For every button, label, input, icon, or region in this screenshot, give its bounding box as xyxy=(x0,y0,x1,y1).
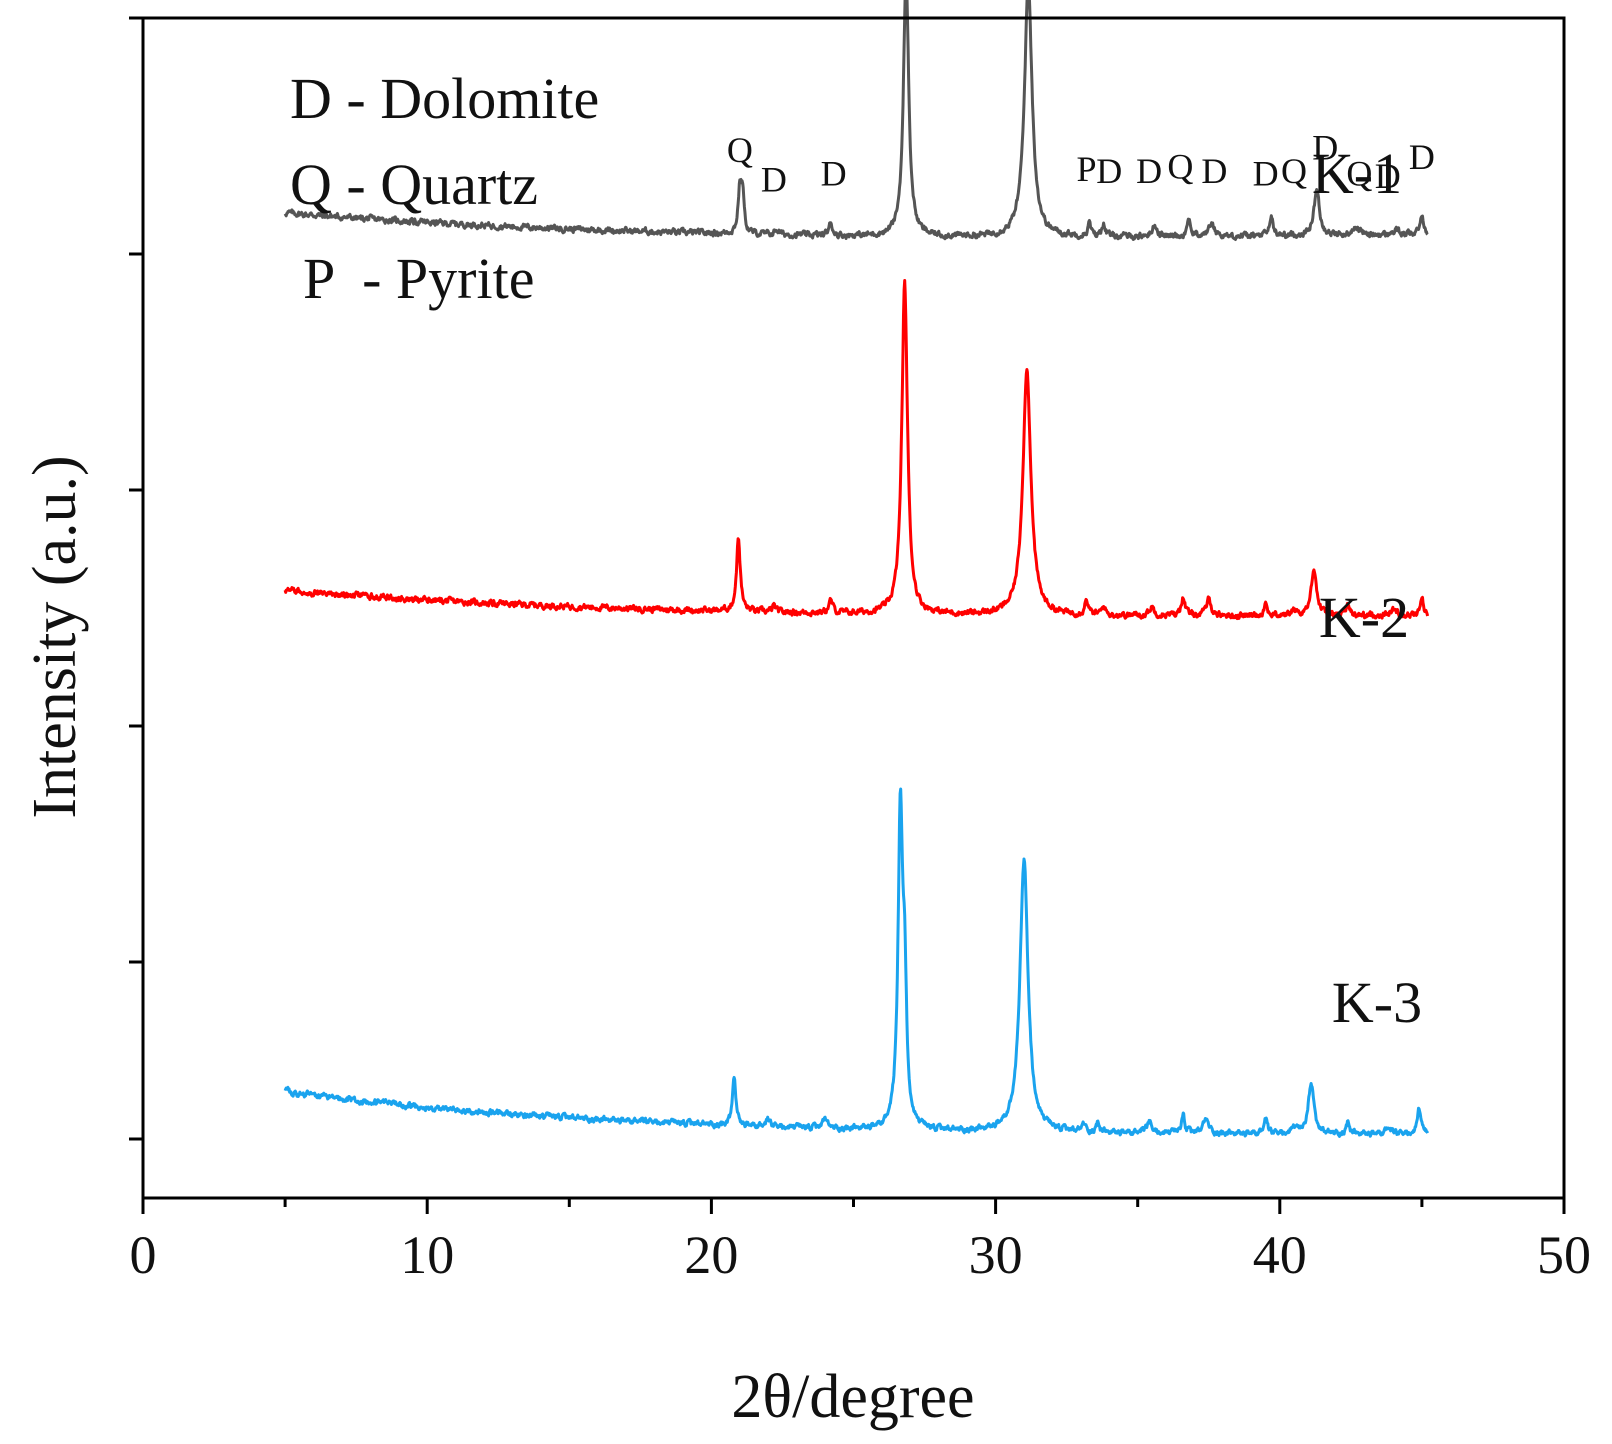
y-axis-ticks xyxy=(129,16,143,1141)
label-k2: K-2 xyxy=(1319,585,1409,650)
x-tick-label: 30 xyxy=(969,1225,1023,1285)
x-tick-label: 50 xyxy=(1537,1225,1591,1285)
legend-dolomite: D - Dolomite xyxy=(290,66,599,131)
series-line-k-1 xyxy=(283,0,1429,241)
series-line-k-3 xyxy=(283,787,1429,1138)
peak-annotation: D xyxy=(1409,137,1435,177)
peak-annotation: D xyxy=(1312,128,1338,168)
legend-pyrite: P - Pyrite xyxy=(303,246,534,311)
legend: D - Dolomite Q - Quartz P - Pyrite xyxy=(290,66,599,311)
y-axis-title: Intensity (a.u.) xyxy=(21,455,89,818)
peak-annotation: Q xyxy=(727,130,753,170)
series-line-k-2 xyxy=(283,279,1430,621)
peak-annotation: Q xyxy=(1281,151,1307,191)
x-axis-title: 2θ/degree xyxy=(731,1363,974,1431)
x-tick-label: 20 xyxy=(684,1225,738,1285)
x-tick-label: 40 xyxy=(1253,1225,1307,1285)
series-layer xyxy=(283,0,1430,1138)
sample-labels: K-1 K-2 K-3 xyxy=(1312,141,1422,1035)
peak-annotation: D xyxy=(761,159,787,199)
x-axis-ticks: 0 10 20 30 40 50 xyxy=(130,1198,1591,1285)
label-k1: K-1 xyxy=(1312,141,1402,206)
peak-annotation-layer: QDDQDPDDQDDQDQDD xyxy=(727,128,1435,200)
label-k3: K-3 xyxy=(1332,970,1422,1035)
legend-quartz: Q - Quartz xyxy=(290,152,538,217)
x-tick-label: 0 xyxy=(130,1225,157,1285)
x-tick-label: 10 xyxy=(400,1225,454,1285)
peak-annotation: Q xyxy=(1346,154,1372,194)
peak-annotation: D xyxy=(1253,154,1279,194)
peak-annotation: P xyxy=(1077,149,1097,189)
peak-annotation: D xyxy=(1096,151,1122,191)
peak-annotation: D xyxy=(1201,151,1227,191)
peak-annotation: Q xyxy=(1167,146,1193,186)
peak-annotation: D xyxy=(821,154,847,194)
peak-annotation: D xyxy=(1136,151,1162,191)
peak-annotation: D xyxy=(1375,156,1401,196)
